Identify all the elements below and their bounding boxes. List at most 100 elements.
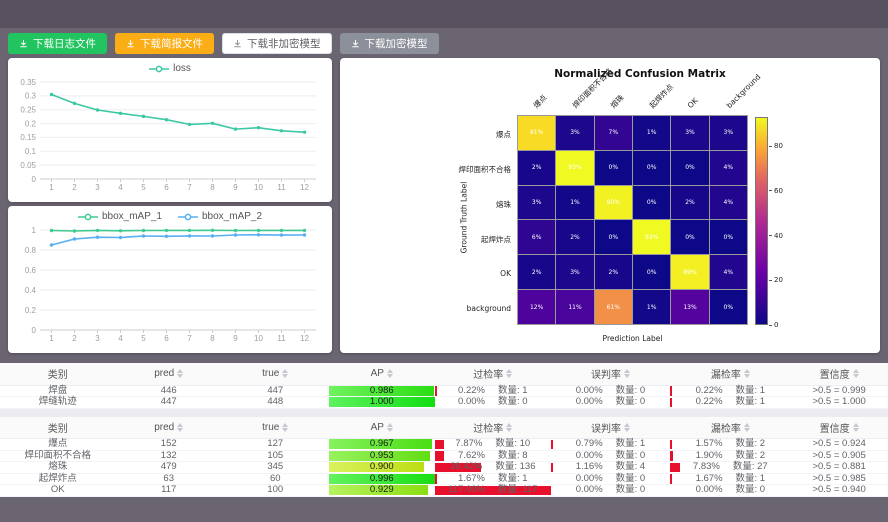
sort-caret-icon[interactable] <box>386 422 393 432</box>
confidence-cell: >0.5 = 0.985 <box>790 473 888 485</box>
over-rate-cell: 1.67% 数量: 1 <box>435 473 551 485</box>
toolbar: 下载日志文件 下载简报文件 下载非加密模型 下载加密模型 <box>8 33 439 54</box>
svg-text:0.8: 0.8 <box>25 246 37 255</box>
colorbar-tick: 20 <box>769 276 783 284</box>
rate-quantity: 数量: 4 <box>615 461 646 472</box>
svg-text:0: 0 <box>32 175 37 184</box>
column-header-label: 误判率 <box>590 423 621 435</box>
ap-cell: 0.953 <box>328 450 436 462</box>
rate-bar <box>435 386 438 396</box>
sort-caret-icon[interactable] <box>743 369 750 379</box>
rate-percent: 7.62% <box>458 449 485 461</box>
rate-bar <box>550 439 553 449</box>
svg-text:10: 10 <box>254 334 263 343</box>
column-header-置信度[interactable]: 置信度 <box>790 416 888 439</box>
matrix-cell-4-3: 0% <box>632 255 671 290</box>
rate-quantity: 数量: 1 <box>615 438 646 449</box>
rate-percent: 0.00% <box>575 396 603 407</box>
rate-percent: 7.87% <box>455 438 483 449</box>
svg-text:3: 3 <box>95 334 100 343</box>
class-label-cell: 熔珠 <box>0 461 116 474</box>
legend-item-bbox_mAP_2[interactable]: bbox_mAP_2 <box>178 211 262 222</box>
over-rate-cell: 0.22% 数量: 1 <box>435 385 551 397</box>
download-log-button[interactable]: 下载日志文件 <box>8 33 107 54</box>
button-label: 下载加密模型 <box>364 38 428 50</box>
matrix-column-label: 起焊炸点 <box>647 82 675 110</box>
svg-text:0.35: 0.35 <box>20 78 36 87</box>
pred-cell: 63 <box>115 473 222 485</box>
svg-text:8: 8 <box>210 183 215 192</box>
sort-caret-icon[interactable] <box>282 369 289 379</box>
sort-caret-icon[interactable] <box>386 369 393 379</box>
column-header-置信度[interactable]: 置信度 <box>790 363 888 386</box>
column-header-过检率[interactable]: 过检率 <box>435 416 551 439</box>
legend-item-bbox_mAP_1[interactable]: bbox_mAP_1 <box>77 211 162 222</box>
matrix-cell-1-4: 0% <box>671 150 709 185</box>
rate-values: 0.00% 数量: 0 <box>670 484 790 496</box>
class-label-cell: 起焊炸点 <box>0 473 116 485</box>
column-header-漏检率[interactable]: 漏检率 <box>670 416 791 439</box>
rate-bar <box>670 474 673 484</box>
download-report-button[interactable]: 下载简报文件 <box>115 33 214 54</box>
rate-quantity: 数量: 8 <box>497 449 528 461</box>
sort-caret-icon[interactable] <box>177 369 184 379</box>
bbox-map-chart-legend: bbox_mAP_1 bbox_mAP_2 <box>10 210 330 223</box>
column-header-AP[interactable]: AP <box>328 363 436 386</box>
weld-classes-table: 类别 pred true AP 过检率 误判率 漏检率 置信度 焊盘 446 447 0.986 0.2… <box>0 363 888 409</box>
rate-values: 0.22% 数量: 1 <box>435 385 550 397</box>
column-header-true[interactable]: true <box>221 363 329 386</box>
column-header-漏检率[interactable]: 漏检率 <box>670 363 791 386</box>
column-header-误判率[interactable]: 误判率 <box>550 416 671 439</box>
sort-caret-icon[interactable] <box>743 422 750 432</box>
tables-divider <box>0 408 888 417</box>
ap-value: 0.996 <box>369 472 394 484</box>
sort-caret-icon[interactable] <box>506 369 513 379</box>
column-header-pred[interactable]: pred <box>115 416 222 439</box>
sort-caret-icon[interactable] <box>506 422 513 432</box>
column-header-误判率[interactable]: 误判率 <box>550 363 671 386</box>
sort-caret-icon[interactable] <box>623 422 630 432</box>
legend-item-loss[interactable]: loss <box>149 63 191 74</box>
svg-text:3: 3 <box>95 183 100 192</box>
rate-values: 0.79% 数量: 1 <box>551 438 671 450</box>
rate-values: 7.62% 数量: 8 <box>435 449 550 462</box>
matrix-cell-0-3: 1% <box>632 116 671 150</box>
sort-caret-icon[interactable] <box>852 369 859 379</box>
matrix-cell-5-3: 1% <box>632 290 671 324</box>
column-header-过检率[interactable]: 过检率 <box>435 363 551 386</box>
over-rate-cell: 7.62% 数量: 8 <box>435 449 551 462</box>
matrix-cell-4-2: 2% <box>594 255 632 290</box>
mis-rate-cell: 0.79% 数量: 1 <box>550 438 671 451</box>
miss-rate-cell: 0.00% 数量: 0 <box>670 484 791 497</box>
column-header-label: 漏检率 <box>710 370 741 382</box>
rate-values: 1.16% 数量: 4 <box>551 461 671 473</box>
svg-text:5: 5 <box>141 183 146 192</box>
sort-caret-icon[interactable] <box>852 422 859 432</box>
rate-percent: 0.79% <box>575 438 603 449</box>
sort-caret-icon[interactable] <box>177 422 184 432</box>
download-plain-model-button[interactable]: 下载非加密模型 <box>222 33 332 54</box>
matrix-cell-3-4: 0% <box>671 220 709 255</box>
rate-quantity: 数量: 2 <box>735 449 766 461</box>
download-encrypted-model-button[interactable]: 下载加密模型 <box>339 33 439 54</box>
table-row-起焊炸点: 起焊炸点 63 60 0.996 1.67% 数量: 1 0.00% 数量: 0 1.67% 数量… <box>0 473 888 485</box>
rate-percent: 0.00% <box>575 484 603 495</box>
over-rate-cell: 0.00% 数量: 0 <box>435 396 551 409</box>
rate-quantity: 数量: 136 <box>495 461 536 472</box>
rate-values: 1.90% 数量: 2 <box>670 449 790 462</box>
sort-caret-icon[interactable] <box>282 422 289 432</box>
column-header-pred[interactable]: pred <box>115 363 222 386</box>
colorbar <box>755 117 768 325</box>
matrix-cell-0-4: 3% <box>671 116 709 150</box>
ap-cell: 0.986 <box>328 385 436 397</box>
sort-caret-icon[interactable] <box>623 369 630 379</box>
column-header-AP[interactable]: AP <box>328 416 436 439</box>
legend-label: bbox_mAP_1 <box>101 211 162 222</box>
confusion-matrix-title: Normalized Confusion Matrix <box>554 68 726 80</box>
pred-cell: 447 <box>115 396 222 409</box>
column-header-true[interactable]: true <box>221 416 329 439</box>
matrix-cell-5-5: 0% <box>709 290 747 324</box>
rate-values: 7.83% 数量: 27 <box>670 461 790 473</box>
miss-rate-cell: 7.83% 数量: 27 <box>670 461 791 474</box>
matrix-row-label: 爆点 <box>496 129 511 139</box>
